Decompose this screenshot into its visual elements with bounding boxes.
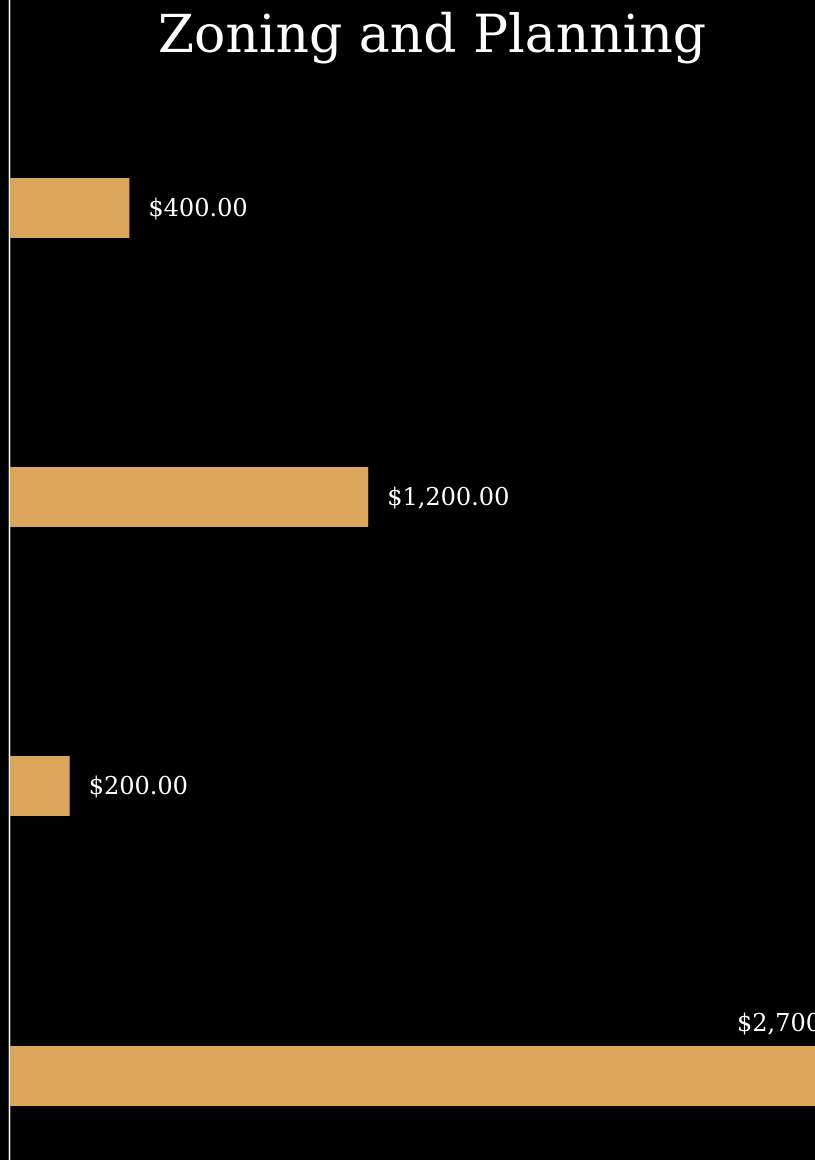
bar-value-label-1: $400.00 [148,194,247,222]
bar-group [10,178,815,1106]
bar-value-label-2: $1,200.00 [387,483,509,511]
bar-value-label-3: $200.00 [89,772,188,800]
data-label-group: $400.00 $1,200.00 $200.00 $2,700.00 [89,194,815,1037]
chart-title: Zoning and Planning [158,5,706,65]
bar-1 [10,178,130,238]
bar-4 [10,1046,815,1106]
bar-value-label-4: $2,700.00 [737,1009,815,1037]
bar-2 [10,467,369,527]
bar-3 [10,756,70,816]
